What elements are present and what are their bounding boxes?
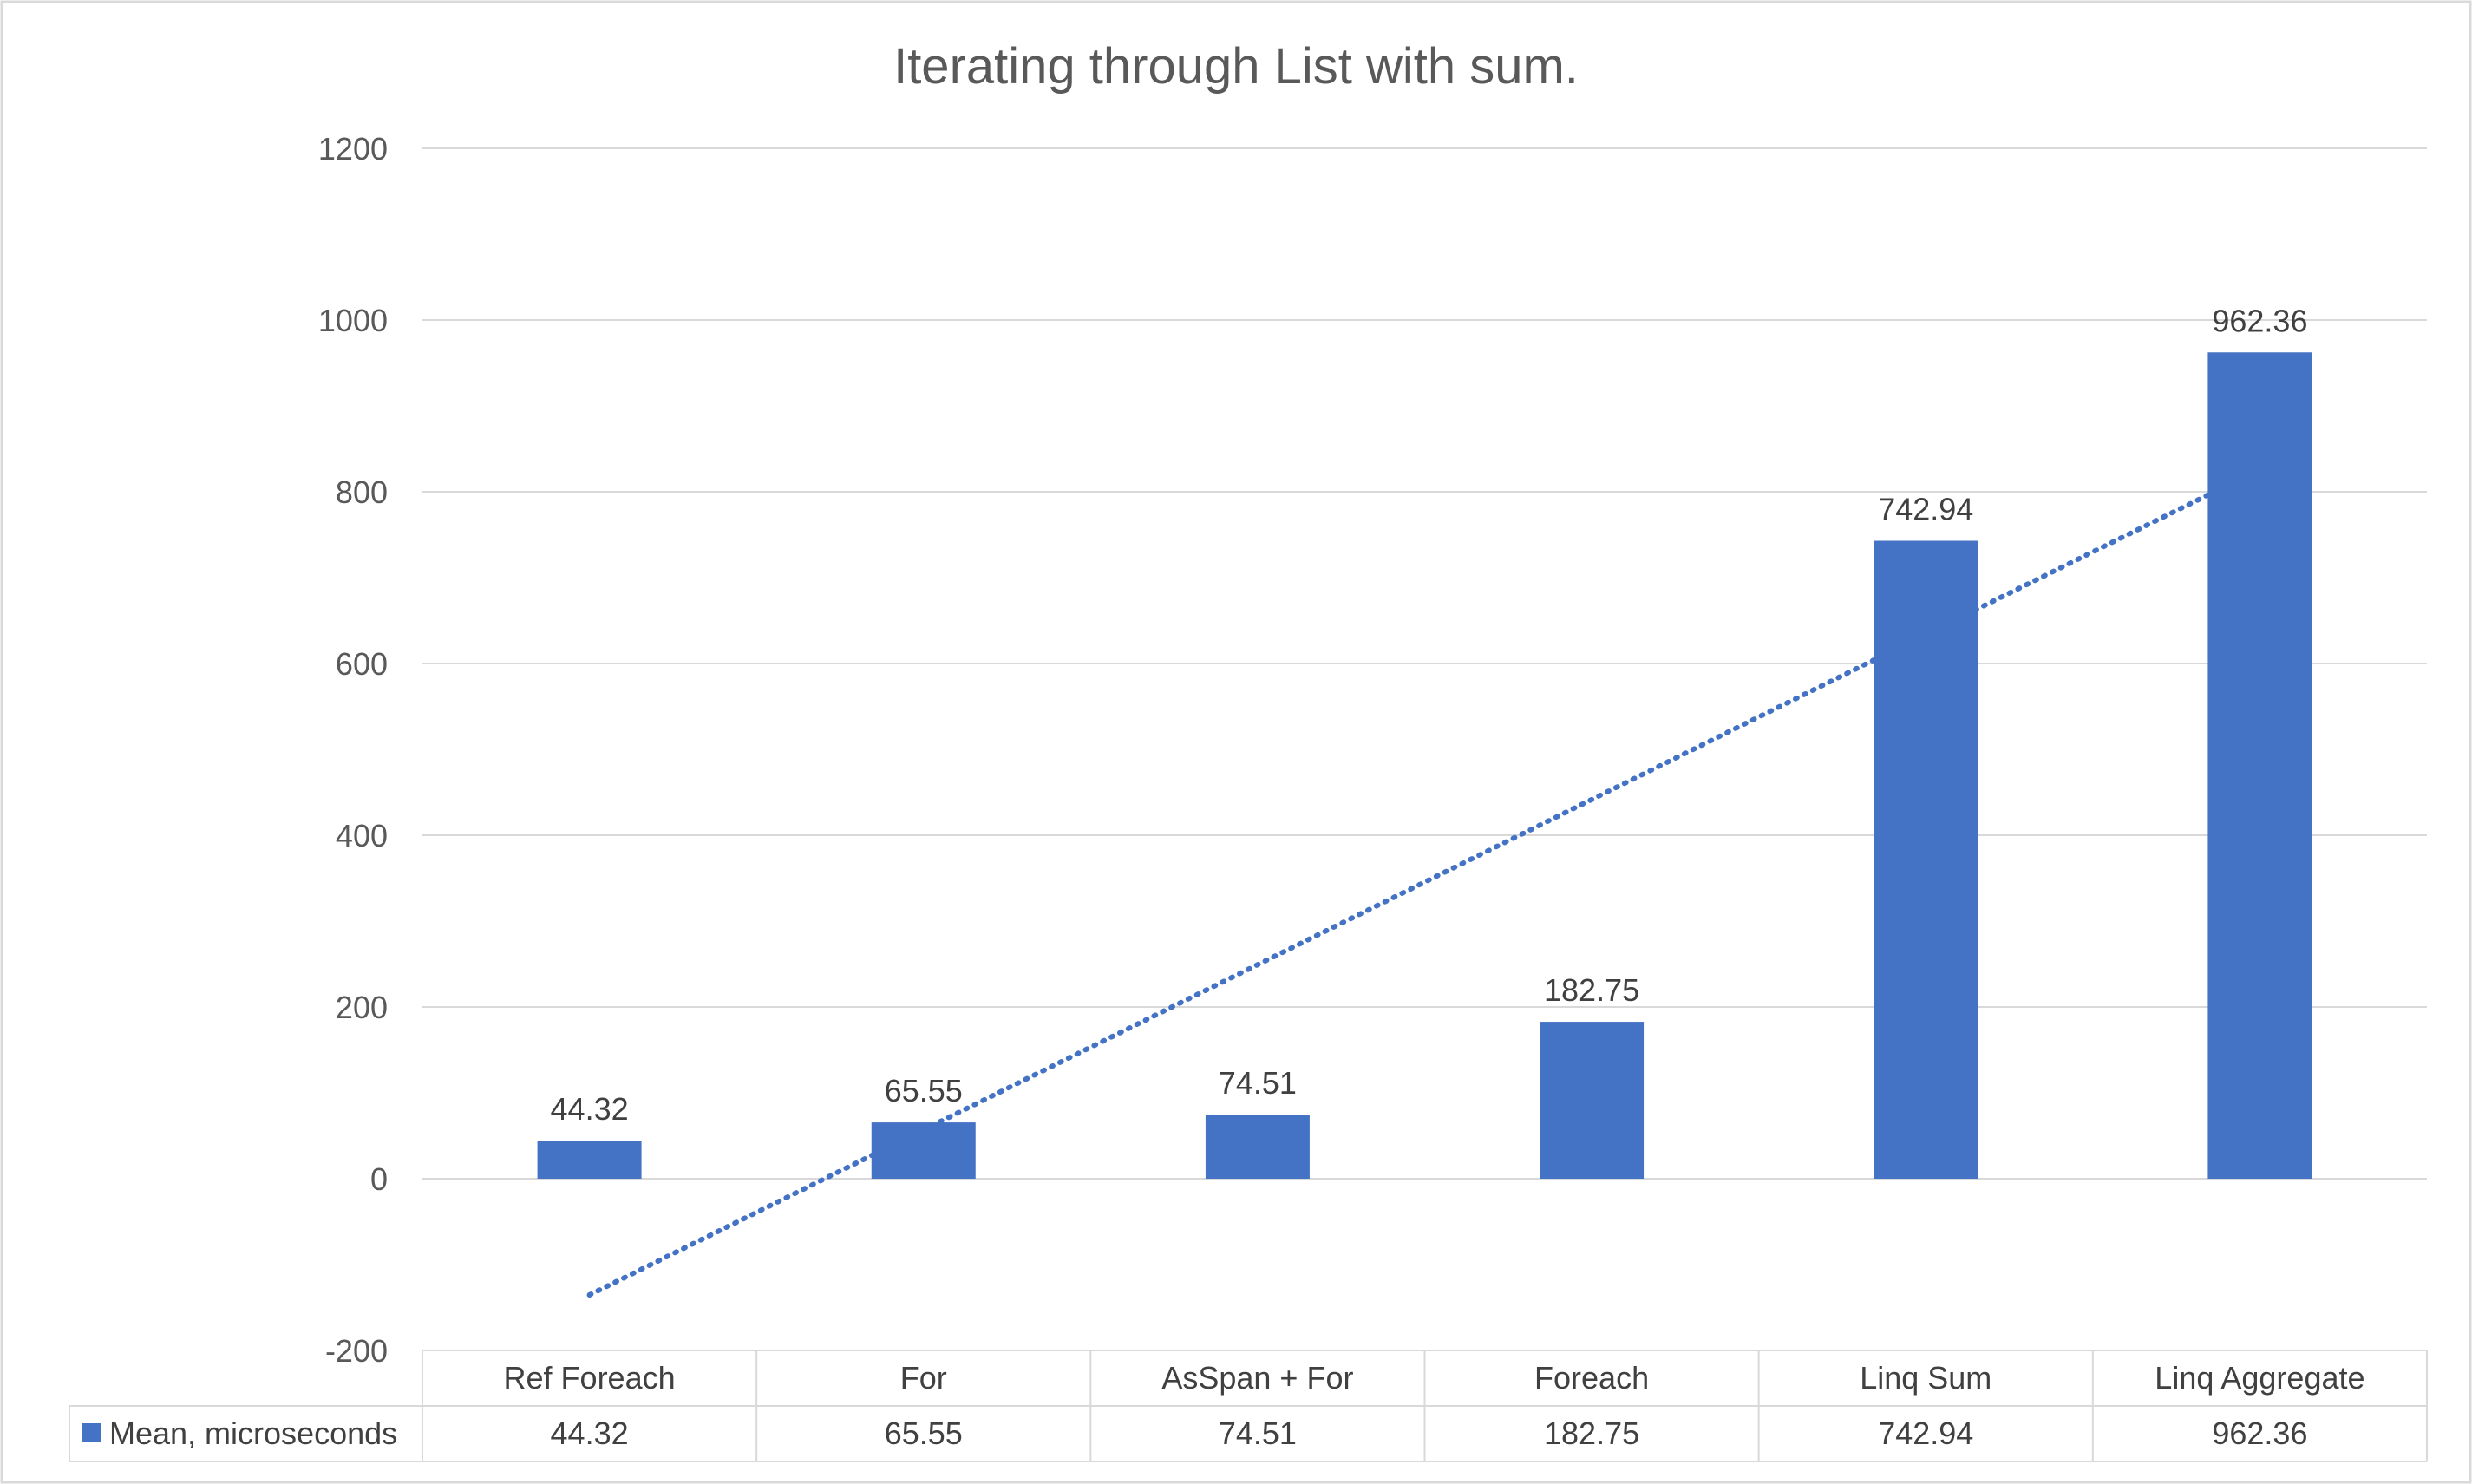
table-value-cell: 44.32 bbox=[551, 1415, 629, 1451]
data-label: 44.32 bbox=[551, 1091, 629, 1127]
category-label: Linq Aggregate bbox=[2155, 1360, 2364, 1396]
category-label: For bbox=[900, 1360, 947, 1396]
trendline-layer bbox=[586, 467, 2263, 1298]
y-tick-label: -200 bbox=[325, 1333, 388, 1369]
y-tick-label: 1200 bbox=[318, 131, 388, 167]
y-tick-label: 600 bbox=[336, 646, 388, 682]
data-label: 742.94 bbox=[1878, 491, 1973, 526]
bar bbox=[2207, 352, 2312, 1179]
data-label: 65.55 bbox=[885, 1073, 963, 1108]
data-label: 74.51 bbox=[1219, 1065, 1297, 1101]
table-value-cell: 182.75 bbox=[1544, 1415, 1639, 1451]
bar bbox=[1205, 1115, 1310, 1179]
y-tick-label: 0 bbox=[370, 1161, 388, 1197]
y-tick-label: 400 bbox=[336, 818, 388, 853]
chart-title: Iterating through List with sum. bbox=[893, 38, 1579, 95]
y-tick-label: 800 bbox=[336, 474, 388, 510]
data-table: Ref Foreach 44.32 For 65.55 AsSpan + For 74.5… bbox=[69, 1350, 2428, 1462]
table-value-cell: 962.36 bbox=[2212, 1415, 2307, 1451]
bar-layer bbox=[537, 352, 2312, 1179]
category-label: Foreach bbox=[1534, 1360, 1649, 1396]
y-tick-label: 200 bbox=[336, 990, 388, 1025]
table-value-cell: 65.55 bbox=[885, 1415, 963, 1451]
y-axis-tick-labels: -200 0 200 400 600 800 1000 1200 bbox=[318, 131, 388, 1369]
bar bbox=[1540, 1022, 1645, 1179]
category-label: Ref Foreach bbox=[504, 1360, 676, 1396]
data-label: 182.75 bbox=[1544, 972, 1639, 1008]
bar bbox=[537, 1141, 642, 1179]
table-value-cell: 742.94 bbox=[1878, 1415, 1973, 1451]
legend-series-name: Mean, microseconds bbox=[109, 1415, 397, 1451]
legend-swatch bbox=[82, 1423, 101, 1442]
bar bbox=[1874, 540, 1978, 1179]
data-label: 962.36 bbox=[2212, 303, 2307, 338]
grid-layer bbox=[422, 147, 2427, 1180]
data-label-layer: 44.32 65.55 74.51 182.75 742.94 962.36 bbox=[551, 303, 2308, 1127]
category-label: AsSpan + For bbox=[1161, 1360, 1353, 1396]
trendline bbox=[586, 467, 2263, 1298]
category-label: Linq Sum bbox=[1860, 1360, 1991, 1396]
table-value-cell: 74.51 bbox=[1219, 1415, 1297, 1451]
y-tick-label: 1000 bbox=[318, 303, 388, 338]
